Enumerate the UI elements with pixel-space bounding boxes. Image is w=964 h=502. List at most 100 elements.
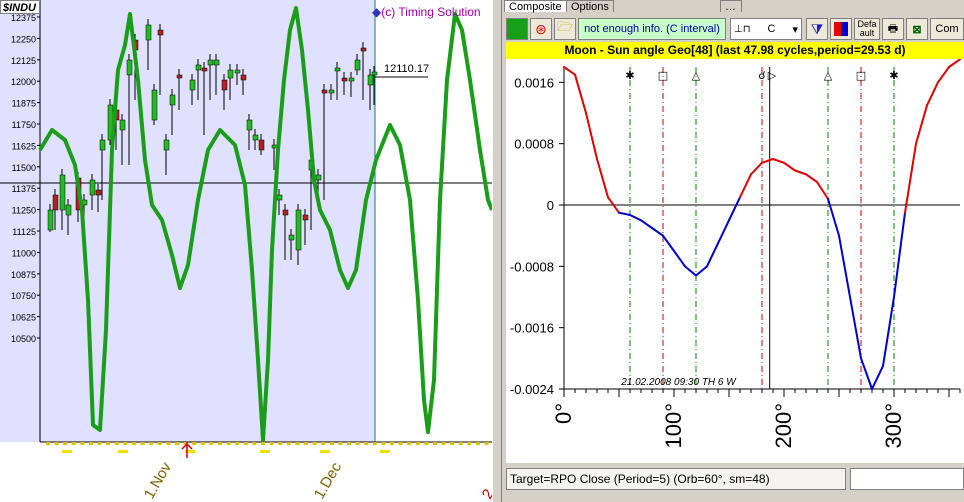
time-tick bbox=[364, 442, 369, 445]
time-tick-label: 1.Dec bbox=[311, 459, 346, 502]
time-tick bbox=[261, 442, 265, 445]
green-square-button[interactable] bbox=[506, 18, 528, 40]
candle bbox=[59, 174, 66, 211]
candle bbox=[302, 214, 309, 221]
cycle-panel: Composite Options … ⊛ 🗁 not enough info.… bbox=[502, 0, 964, 502]
time-tick bbox=[235, 442, 240, 445]
price-chart-panel[interactable]: 12375 12250 12125 12000 11875 11750 11625 11500… bbox=[0, 0, 492, 502]
projection-line bbox=[38, 6, 492, 442]
candle bbox=[348, 77, 355, 82]
time-tick bbox=[106, 442, 111, 445]
y-tick-label: -0.0024 bbox=[510, 382, 554, 397]
com-button[interactable]: Com bbox=[930, 18, 964, 40]
candle bbox=[227, 69, 234, 79]
interval-select[interactable]: ⊥⊓ C ▾ bbox=[730, 18, 802, 40]
series-segment bbox=[695, 265, 708, 277]
candle bbox=[163, 139, 170, 151]
time-tick bbox=[450, 442, 455, 445]
candle bbox=[258, 139, 265, 151]
price-tick-label: 11125 bbox=[12, 227, 36, 237]
splitter[interactable] bbox=[492, 0, 502, 502]
series-segment bbox=[904, 142, 917, 214]
default-button[interactable]: Defa ault bbox=[854, 18, 880, 40]
time-tick bbox=[157, 442, 162, 445]
candle bbox=[321, 89, 328, 94]
time-tick bbox=[209, 442, 214, 445]
candle bbox=[65, 204, 72, 216]
past-area bbox=[0, 0, 375, 442]
aspect-glyph: ✱ bbox=[889, 69, 898, 82]
candle bbox=[99, 139, 106, 151]
time-tick bbox=[295, 442, 300, 445]
series-segment bbox=[805, 173, 818, 183]
candle bbox=[252, 134, 259, 141]
price-tick-label: 11875 bbox=[12, 99, 36, 109]
series-segment bbox=[607, 196, 620, 214]
candle bbox=[234, 69, 241, 74]
series-segment bbox=[739, 173, 752, 199]
series-segment bbox=[750, 161, 763, 176]
tab-options[interactable]: Options bbox=[566, 0, 614, 13]
time-tick-label: 1.Nov bbox=[141, 459, 176, 502]
price-tick-label: 12250 bbox=[11, 34, 36, 44]
open-folder-icon[interactable]: 🗁 bbox=[554, 18, 576, 40]
tab-composite[interactable]: Composite bbox=[504, 0, 567, 13]
series-segment bbox=[948, 58, 961, 68]
time-tick bbox=[54, 442, 59, 445]
series-segment bbox=[717, 219, 730, 245]
series-segment bbox=[728, 196, 741, 222]
series-segment bbox=[574, 73, 587, 114]
candle bbox=[95, 189, 102, 196]
series-segment bbox=[860, 357, 873, 390]
candle bbox=[47, 209, 54, 231]
price-chart-canvas[interactable]: 12375 12250 12125 12000 11875 11750 11625 11500… bbox=[0, 0, 492, 502]
time-tick bbox=[312, 442, 317, 445]
time-tick bbox=[132, 442, 136, 445]
interval-icon: ⊥⊓ bbox=[734, 23, 751, 35]
cycle-plot[interactable]: 0.0016 0.0008 0 -0.0008 -0.0016 -0.0024 0° 100°… bbox=[506, 58, 964, 463]
record-icon[interactable]: ⊛ bbox=[530, 18, 552, 40]
colors-icon[interactable] bbox=[830, 18, 852, 40]
aspect-glyph: □ bbox=[658, 69, 668, 82]
current-marker-icon: ▷ bbox=[768, 69, 777, 82]
candle bbox=[315, 174, 322, 181]
aspect-glyph: ✱ bbox=[625, 69, 634, 82]
tab-more[interactable]: … bbox=[720, 0, 742, 13]
time-tick bbox=[71, 442, 76, 445]
status-field[interactable] bbox=[850, 468, 964, 490]
candle bbox=[195, 64, 202, 71]
candle bbox=[201, 67, 208, 72]
filter-icon[interactable]: ⧩ bbox=[806, 18, 828, 40]
time-tick bbox=[329, 442, 334, 445]
time-marker bbox=[118, 450, 128, 453]
print-icon[interactable]: 🖶 bbox=[882, 18, 904, 40]
status-text: Target=RPO Close (Period=5) (Orb=60°, sm… bbox=[506, 468, 846, 490]
candle bbox=[367, 74, 374, 86]
time-tick bbox=[252, 442, 257, 445]
time-tick bbox=[166, 442, 171, 445]
excel-icon[interactable]: ⊠ bbox=[906, 18, 928, 40]
series-segment bbox=[827, 197, 840, 237]
series-segment bbox=[937, 66, 950, 84]
time-tick bbox=[226, 442, 231, 445]
candle bbox=[354, 59, 361, 71]
chevron-down-icon: ▾ bbox=[792, 23, 798, 36]
date-annotation: 21.02.2008 09:30 TH 6 W bbox=[620, 377, 737, 388]
candle bbox=[189, 79, 196, 91]
time-marker bbox=[260, 450, 270, 453]
candle bbox=[52, 194, 59, 211]
time-tick bbox=[97, 442, 102, 445]
candle bbox=[328, 89, 335, 94]
series-segment bbox=[783, 161, 796, 172]
time-tick bbox=[321, 442, 326, 445]
candle bbox=[360, 47, 367, 52]
price-tick-label: 11375 bbox=[12, 184, 36, 194]
time-tick bbox=[218, 442, 222, 445]
series-segment bbox=[838, 234, 851, 298]
series-segment bbox=[596, 158, 609, 199]
tab-bar: Composite Options … bbox=[502, 0, 964, 13]
series-segment bbox=[816, 181, 829, 200]
time-tick-label: 2 bbox=[479, 486, 492, 502]
cycle-plot-canvas[interactable]: 0.0016 0.0008 0 -0.0008 -0.0016 -0.0024 0° 100°… bbox=[506, 58, 964, 463]
candle bbox=[295, 209, 302, 251]
